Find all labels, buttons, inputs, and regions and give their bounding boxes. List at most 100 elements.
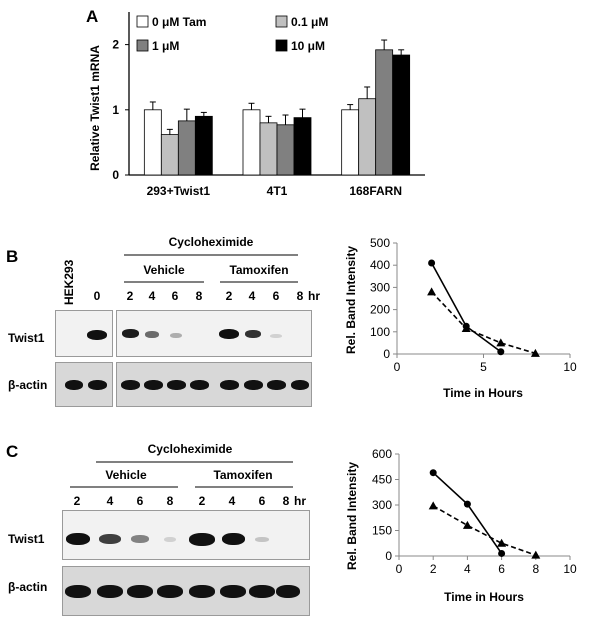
panel-b-chart-y-tick-label: 400 — [370, 258, 390, 272]
blot-band — [276, 585, 300, 598]
panel-b-chart-y-tick-label: 500 — [370, 236, 390, 250]
blot-band — [243, 380, 263, 390]
blot-band — [270, 334, 282, 338]
panel-b-hek293-label: HEK293 — [62, 259, 76, 305]
blot-band — [97, 585, 123, 598]
blot-band — [221, 533, 245, 545]
panel-c-chart-x-tick-label: 6 — [498, 562, 505, 576]
panel-a-label: A — [86, 7, 98, 26]
panel-b-group-tamoxifen: Tamoxifen — [229, 263, 288, 277]
blot-band — [65, 585, 91, 598]
panel-a-legend-label: 1 μM — [152, 39, 179, 53]
panel-c-chart-x-tick-label: 10 — [563, 562, 577, 576]
panel-a-legend-swatch — [275, 15, 288, 28]
lane-label-hr: hr — [294, 494, 306, 508]
panel-c-chart-series-line — [432, 505, 537, 556]
panel-a-legend-swatch — [136, 15, 149, 28]
panel-b-chart-point-triangle — [461, 323, 471, 332]
panel-c-chart-x-tick-label: 8 — [532, 562, 539, 576]
panel-a-legend-swatch — [136, 39, 149, 52]
blot-band — [170, 333, 182, 338]
panel-c-chart-point-circle — [463, 500, 471, 508]
panel-b-chart-xlabel: Time in Hours — [443, 386, 523, 400]
blot-band — [249, 585, 275, 598]
panel-b-chart-series-line — [431, 291, 536, 355]
lane-label-hr: hr — [308, 289, 320, 303]
blot-band — [189, 533, 215, 546]
panel-a-legend-swatch — [275, 39, 288, 52]
panel-c-chart-point-triangle — [462, 520, 472, 529]
panel-a-category-label: 293+Twist1 — [147, 184, 211, 198]
lane-label-vehicle: 2 — [127, 289, 134, 303]
panel-b-chart-y-tick-label: 0 — [383, 347, 390, 361]
lane-label-tamoxifen: 8 — [283, 494, 290, 508]
panel-c-chart-y-tick-label: 300 — [372, 498, 392, 512]
blot-band — [266, 380, 286, 390]
panel-b-chart-x-tick-label: 10 — [563, 360, 577, 374]
panel-a-y-tick-label: 0 — [112, 168, 119, 182]
panel-a-legend-label: 10 μM — [291, 39, 325, 53]
panel-c-chart-series-line — [432, 472, 503, 554]
panel-a-y-tick-label: 1 — [112, 103, 119, 117]
blot-band — [143, 380, 163, 390]
panel-a-category-label: 168FARN — [349, 184, 402, 198]
blot-band — [99, 534, 121, 544]
panel-c-chart-y-tick-label: 600 — [372, 447, 392, 461]
lane-label-tamoxifen: 6 — [273, 289, 280, 303]
panel-a-legend-label: 0.1 μM — [291, 15, 328, 29]
blot-band — [131, 535, 149, 543]
lane-label-tamoxifen: 2 — [199, 494, 206, 508]
blot-band — [220, 585, 246, 598]
panel-a-legend-label: 0 μM Tam — [152, 15, 206, 29]
panel-b-chart-x-tick-label: 0 — [394, 360, 401, 374]
lane-label-vehicle: 4 — [107, 494, 114, 508]
lane-label-vehicle: 2 — [74, 494, 81, 508]
lane-label-tamoxifen: 4 — [229, 494, 236, 508]
panel-c-chart-y-tick-label: 150 — [372, 524, 392, 538]
panel-c-row-actin: β-actin — [8, 580, 47, 594]
panel-b-chart-y-tick-label: 200 — [370, 303, 390, 317]
panel-c-row-twist1: Twist1 — [8, 532, 45, 546]
blot-band — [87, 380, 107, 390]
blot-band — [219, 380, 239, 390]
blot-band — [145, 331, 159, 338]
panel-b-group-vehicle: Vehicle — [143, 263, 185, 277]
panel-b-chart-y-tick-label: 100 — [370, 325, 390, 339]
panel-c-chart-point-triangle — [428, 501, 438, 510]
panel-c-chart-xlabel: Time in Hours — [444, 590, 524, 604]
blot-band — [166, 380, 186, 390]
blot-band — [219, 329, 239, 339]
panel-c-chart-x-tick-label: 2 — [430, 562, 437, 576]
lane-label-vehicle: 8 — [167, 494, 174, 508]
panel-b-chart-x-tick-label: 5 — [480, 360, 487, 374]
panel-c-chart-x-tick-label: 4 — [464, 562, 471, 576]
blot-band — [164, 537, 176, 542]
panel-b-chart-point-triangle — [530, 348, 540, 357]
panel-a-category-label: 4T1 — [267, 184, 288, 198]
panel-c-chart-y-tick-label: 450 — [372, 473, 392, 487]
panel-c-label: C — [6, 442, 18, 461]
panel-c-header: Cycloheximide — [148, 442, 233, 456]
blot-band — [189, 380, 209, 390]
panel-b-chart-point-triangle — [496, 338, 506, 347]
blot-band — [65, 380, 83, 390]
panel-c-chart-y-tick-label: 0 — [385, 549, 392, 563]
panel-c-chart-ylabel: Rel. Band Intensity — [345, 462, 359, 570]
lane-label-vehicle: 4 — [149, 289, 156, 303]
panel-b-chart-ylabel: Rel. Band Intensity — [344, 246, 358, 354]
blot-band — [87, 330, 107, 340]
panel-c-chart-point-circle — [429, 469, 437, 477]
lane-label-tamoxifen: 8 — [297, 289, 304, 303]
panel-b-chart-point-circle — [497, 348, 505, 356]
panel-c-chart-point-triangle — [531, 550, 541, 559]
blot-band — [189, 585, 215, 598]
lane-label-vehicle: 6 — [137, 494, 144, 508]
blot-band — [255, 537, 269, 542]
panel-c-group-vehicle: Vehicle — [105, 468, 147, 482]
panel-b-chart-point-triangle — [427, 287, 437, 296]
blot-band — [157, 585, 183, 598]
